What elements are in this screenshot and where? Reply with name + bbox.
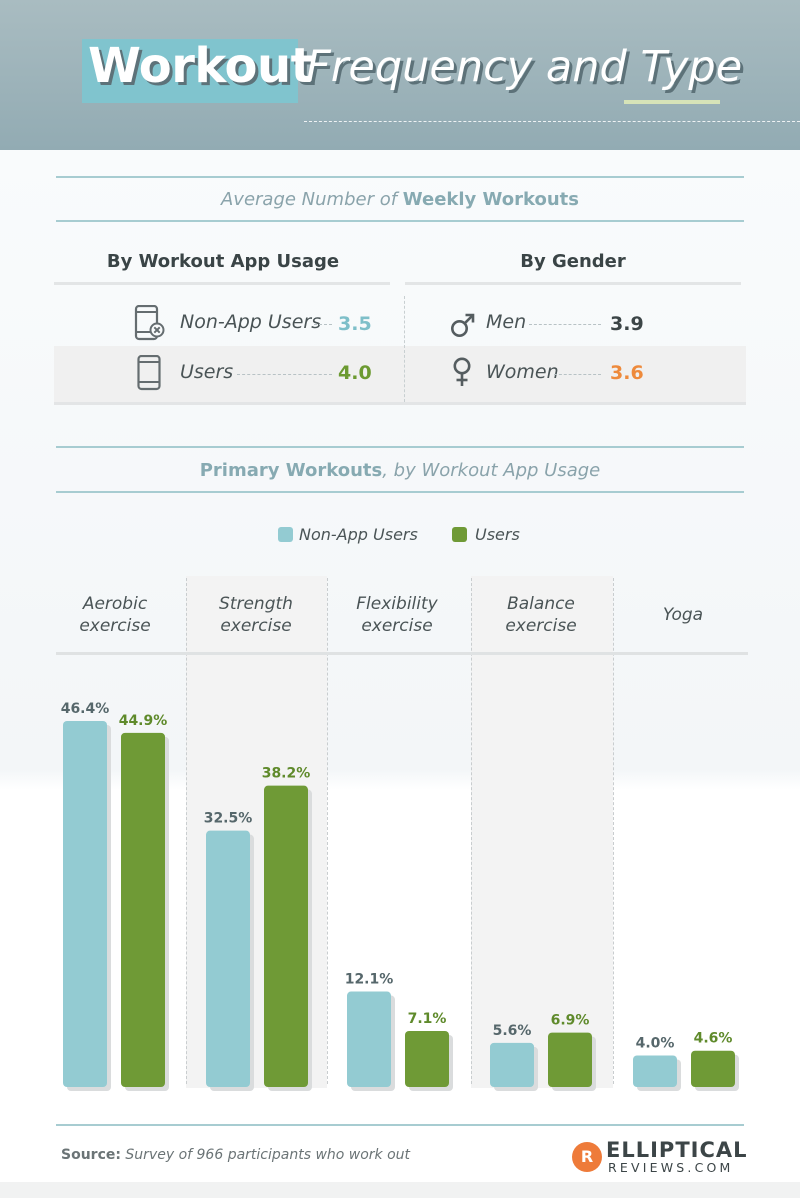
bar-users-strength — [264, 785, 308, 1087]
stat-value-men: 3.9 — [610, 313, 644, 335]
bar-non-app-users-yoga — [633, 1055, 677, 1087]
logo-subtext: REVIEWS.COM — [608, 1160, 734, 1175]
bar-non-app-users-aerobic — [63, 721, 107, 1087]
male-symbol-icon — [451, 313, 475, 337]
phone-icon — [137, 355, 161, 391]
category-label-strength: Strength exercise — [219, 594, 293, 636]
data-label-users-strength: 38.2% — [262, 766, 311, 782]
leader-line — [237, 374, 332, 375]
bar-users-aerobic — [121, 732, 165, 1087]
col-head-rule-gender — [405, 282, 741, 285]
logo-badge: R — [572, 1142, 602, 1172]
category-separator — [613, 578, 614, 1084]
section-rule-bottom — [56, 491, 744, 493]
footer-rule — [56, 1124, 744, 1126]
weekly-bottom-rule — [54, 402, 746, 405]
data-label-non-app-users-strength: 32.5% — [204, 811, 253, 827]
category-label-flexibility: Flexibility exercise — [356, 594, 438, 636]
category-separator — [471, 578, 472, 1084]
bar-non-app-users-strength — [206, 830, 250, 1087]
title-banner: Workout Frequency and Type — [0, 0, 800, 150]
category-label-aerobic: Aerobic exercise — [79, 594, 151, 636]
stat-value-non-app-users: 3.5 — [338, 313, 372, 335]
weekly-title-prefix: Average Number of — [220, 189, 403, 210]
bar-non-app-users-flexibility — [347, 991, 391, 1087]
category-band-balance — [471, 576, 613, 1088]
data-label-non-app-users-yoga: 4.0% — [636, 1035, 675, 1051]
title-highlight — [82, 39, 298, 103]
source-text: Survey of 966 participants who work out — [125, 1147, 411, 1163]
leader-line — [554, 374, 601, 375]
stat-label-users: Users — [180, 361, 234, 383]
data-label-users-balance: 6.9% — [551, 1013, 590, 1029]
col-head-gender: By Gender — [520, 251, 626, 272]
col-head-app-usage: By Workout App Usage — [106, 251, 340, 272]
legend-label-non-app-users: Non-App Users — [299, 525, 418, 544]
section-rule-bottom — [56, 220, 744, 222]
title-rest: Frequency and Type — [306, 42, 743, 92]
phone-x-icon — [134, 305, 165, 341]
weekly-title-bold: Weekly Workouts — [402, 189, 579, 210]
col-head-rule-app — [54, 282, 390, 285]
section-rule-top — [56, 176, 744, 178]
bar-users-flexibility — [405, 1030, 449, 1087]
primary-title-bold: Primary Workouts — [199, 460, 383, 481]
title-dotted-line — [304, 121, 800, 122]
bar-users-yoga — [691, 1050, 735, 1087]
stat-value-women: 3.6 — [610, 362, 644, 384]
primary-section-title: Primary Workouts, by Workout App Usage — [56, 460, 744, 481]
female-symbol-icon — [453, 357, 471, 386]
source-label: Source: — [61, 1147, 121, 1163]
bar-users-balance — [548, 1032, 592, 1087]
legend-swatch-users — [452, 527, 467, 542]
section-rule-top — [56, 446, 744, 448]
leader-line — [314, 324, 332, 325]
data-label-non-app-users-flexibility: 12.1% — [345, 972, 394, 988]
legend-label-users: Users — [475, 525, 520, 544]
logo-wordmark: ELLIPTICAL — [606, 1138, 748, 1162]
category-separator — [186, 578, 187, 1084]
category-label-yoga: Yoga — [662, 605, 704, 625]
stat-value-users: 4.0 — [338, 362, 372, 384]
data-label-users-flexibility: 7.1% — [408, 1011, 447, 1027]
title-underline — [624, 100, 720, 104]
stat-label-men: Men — [486, 311, 527, 333]
legend-swatch-non-app-users — [278, 527, 293, 542]
data-label-non-app-users-aerobic: 46.4% — [61, 701, 110, 717]
data-label-users-yoga: 4.6% — [694, 1031, 733, 1047]
source-note: Source: Survey of 966 participants who w… — [61, 1147, 410, 1163]
column-separator — [404, 296, 405, 402]
title-bold: Workout — [88, 38, 314, 94]
stat-label-non-app-users: Non-App Users — [180, 311, 322, 333]
data-label-non-app-users-balance: 5.6% — [493, 1023, 532, 1039]
category-label-balance: Balance exercise — [505, 594, 577, 636]
category-separator — [327, 578, 328, 1084]
category-header-rule — [56, 652, 748, 655]
data-label-users-aerobic: 44.9% — [119, 713, 168, 729]
weekly-section-title: Average Number of Weekly Workouts — [56, 189, 744, 210]
row-band — [54, 346, 746, 404]
primary-title-rest: , by Workout App Usage — [382, 460, 601, 481]
bar-non-app-users-balance — [490, 1042, 534, 1087]
stat-label-women: Women — [486, 361, 559, 383]
leader-line — [529, 324, 601, 325]
